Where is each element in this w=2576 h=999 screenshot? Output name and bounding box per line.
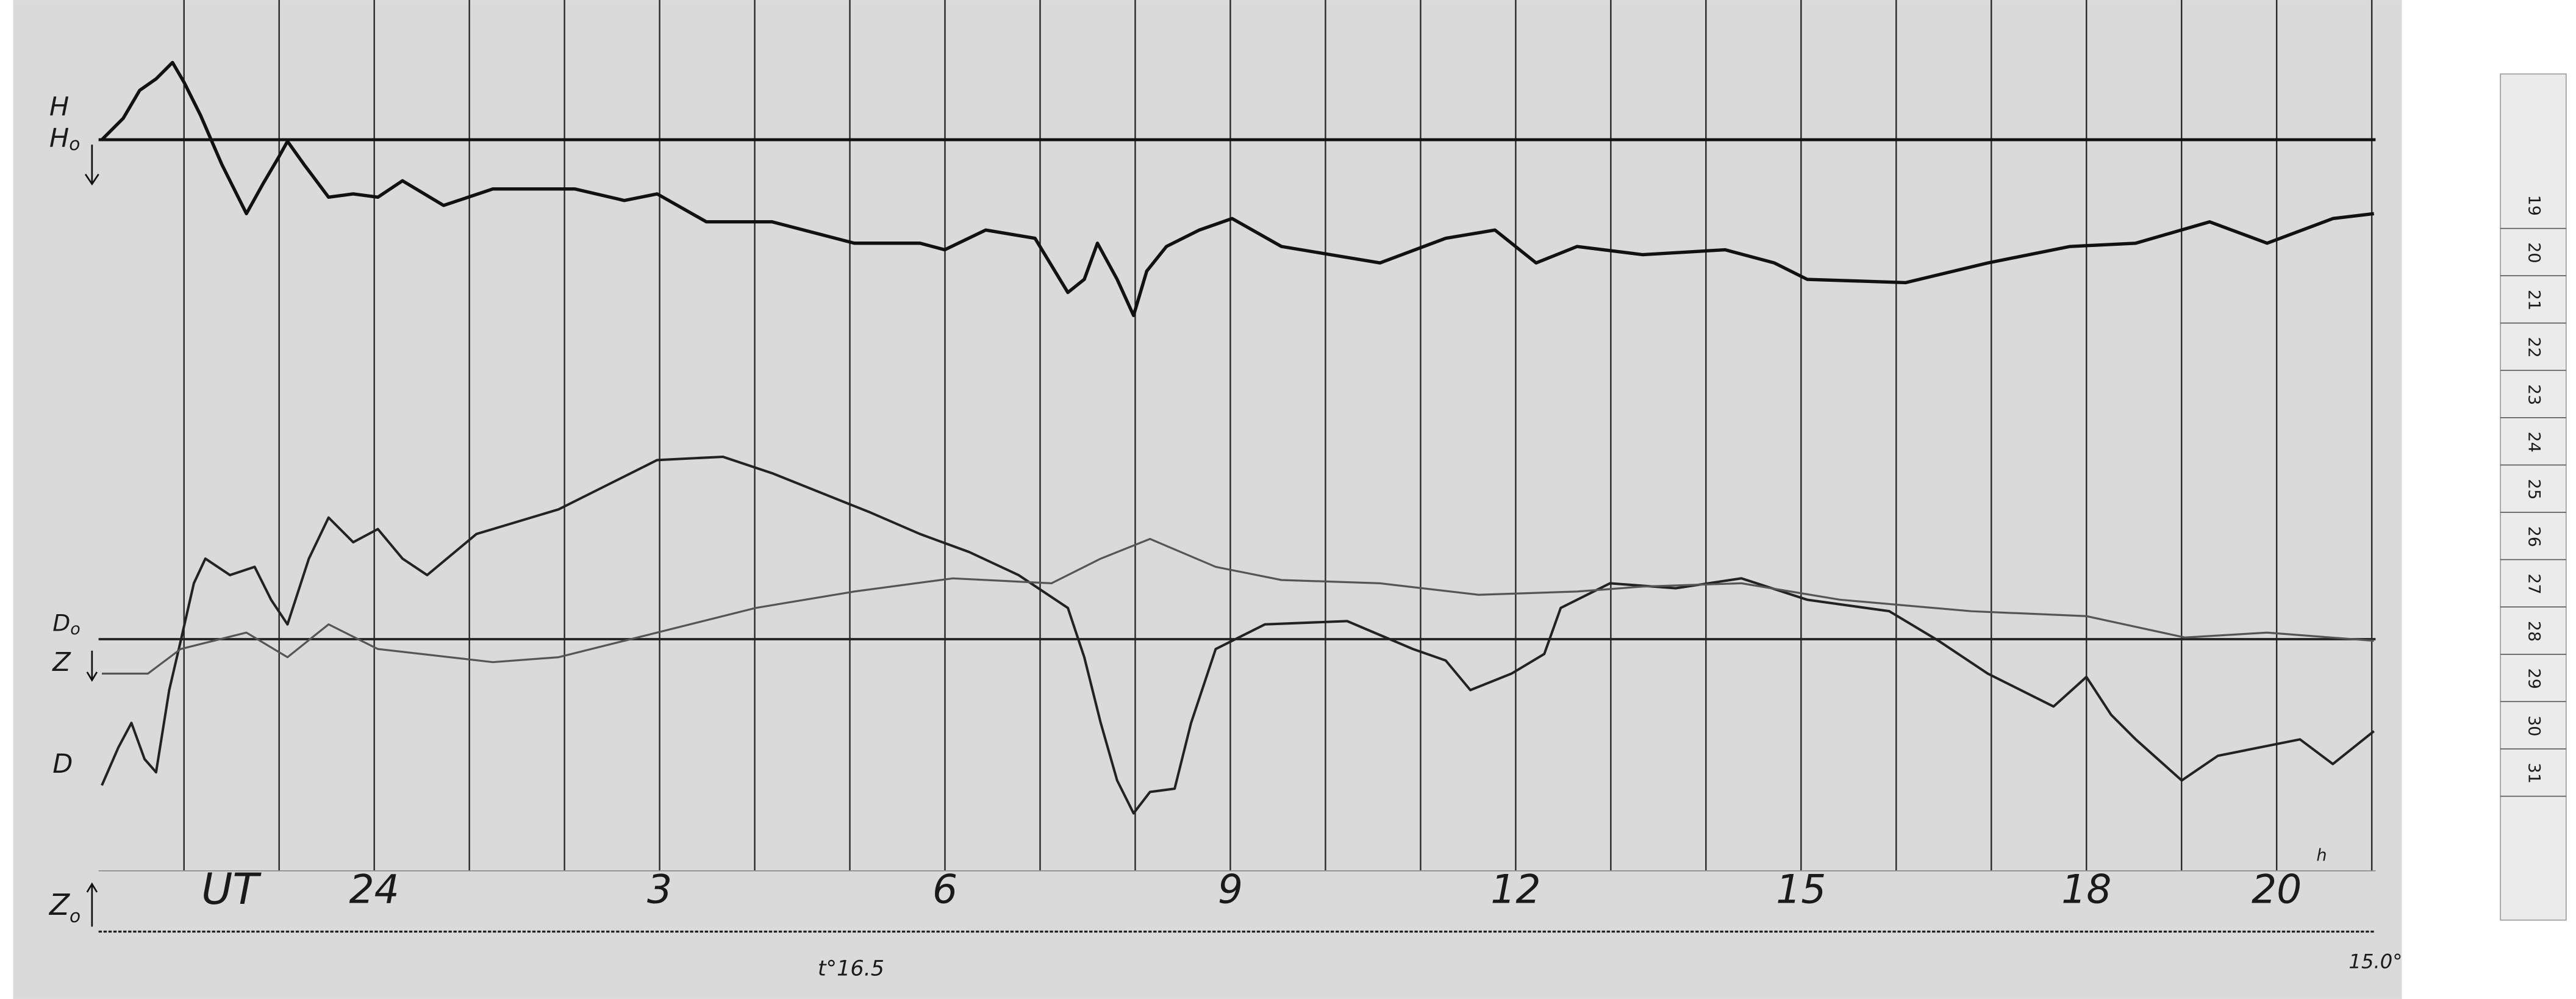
hour-suffix: h xyxy=(2316,846,2327,865)
z0-base: Z xyxy=(48,888,71,922)
h0-label: Ho xyxy=(49,123,80,154)
hour-label: 18 xyxy=(2061,867,2111,912)
ruler-number: 25 xyxy=(2524,479,2543,500)
hour-label: 12 xyxy=(1490,867,1540,912)
ruler-marks: 19 20 21 22 23 24 25 26 27 28 29 30 31 xyxy=(2500,195,2566,797)
ruler-number: 29 xyxy=(2524,668,2543,689)
ruler-number: 28 xyxy=(2524,621,2543,642)
temperature-end: 15.0° xyxy=(2349,950,2402,973)
h-trace xyxy=(101,60,2374,317)
d0-label: Do xyxy=(52,609,80,638)
ruler-number: 21 xyxy=(2524,290,2543,310)
paper xyxy=(13,0,2402,999)
h-label: H xyxy=(49,91,69,122)
z0-label: Zo xyxy=(48,888,80,926)
ruler-number: 31 xyxy=(2524,763,2543,784)
h0-base: H xyxy=(49,123,69,154)
hour-label: 20 xyxy=(2252,867,2302,912)
hour-label: 6 xyxy=(932,867,957,912)
ruler-number: 19 xyxy=(2524,195,2543,216)
h0-sub: o xyxy=(69,133,80,154)
z-arrow xyxy=(86,650,98,682)
ruler-strip xyxy=(2500,73,2567,921)
hour-label: 24 xyxy=(349,867,399,912)
hour-labels: 24 3 6 9 12 15 18 20 xyxy=(349,867,2302,912)
z-trace xyxy=(102,538,2374,675)
d0-sub: o xyxy=(70,619,80,638)
ruler-number: 22 xyxy=(2524,337,2543,357)
hour-label: 9 xyxy=(1218,867,1243,912)
d0-base: D xyxy=(52,609,70,636)
hour-label: 15 xyxy=(1776,867,1826,912)
hour-label: 3 xyxy=(647,867,672,912)
z0-sub: o xyxy=(70,905,80,926)
h-arrow xyxy=(84,145,99,186)
ruler-number: 26 xyxy=(2524,526,2543,547)
temperature-start: t°16.5 xyxy=(818,956,884,981)
ruler-number: 20 xyxy=(2524,242,2543,263)
ut-label: UT xyxy=(201,864,262,914)
z-label: Z xyxy=(52,647,71,678)
ruler-number: 23 xyxy=(2524,384,2543,405)
d-trace xyxy=(101,455,2375,815)
d-label: D xyxy=(52,749,73,779)
z0-arrow xyxy=(86,882,98,927)
ruler-number: 30 xyxy=(2524,715,2543,736)
ruler-number: 27 xyxy=(2524,573,2543,594)
hour-lines xyxy=(183,0,2373,871)
ruler-number: 24 xyxy=(2524,432,2543,453)
